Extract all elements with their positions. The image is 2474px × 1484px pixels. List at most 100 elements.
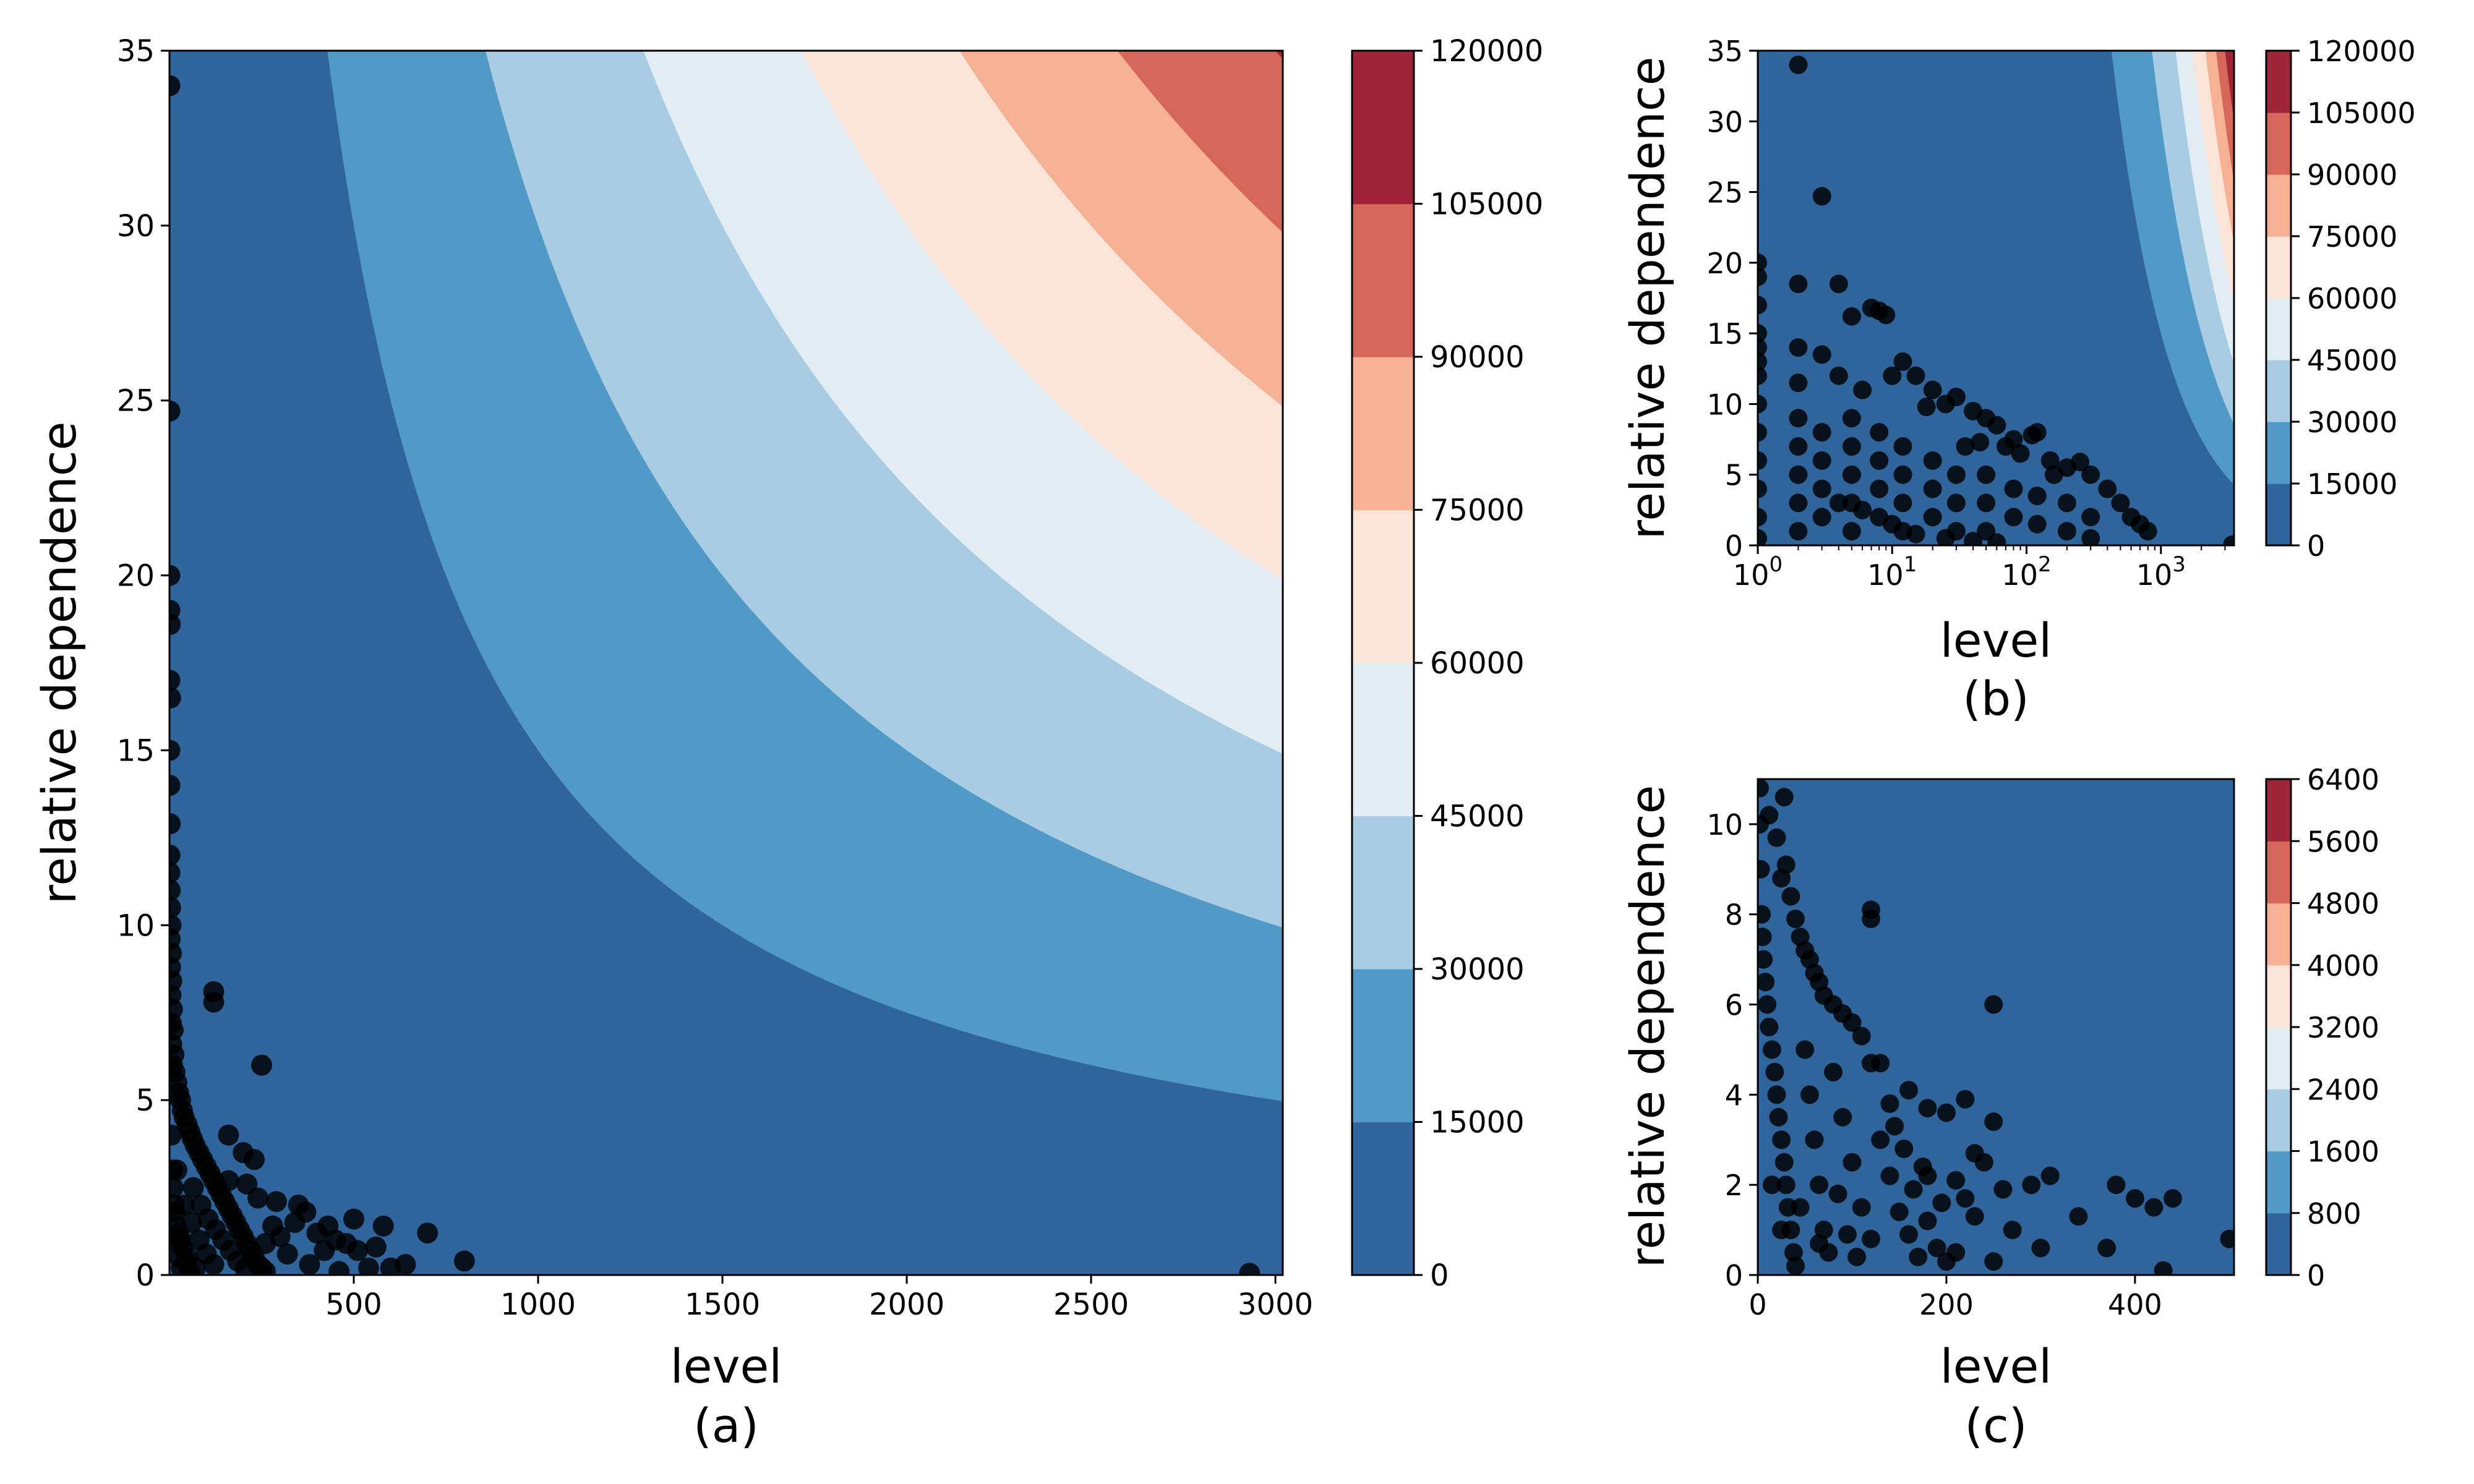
panel-b-ytick-label: 35 (1706, 35, 1743, 68)
panel-b-scatter-point (1996, 437, 2015, 456)
panel-a-scatter-point (234, 1257, 256, 1275)
panel-b-plot-area (1758, 51, 2234, 545)
panel-a-ytick-label: 10 (117, 908, 155, 943)
panel-c-xlabel: level (1940, 1339, 2052, 1394)
panel-c-scatter-point (1909, 1247, 1928, 1266)
panel-b-scatter-point (1936, 529, 1955, 545)
panel-b-scatter-point (1842, 522, 1861, 541)
panel-a-scatter-point (276, 1243, 298, 1265)
panel-b-scatter-point (1758, 394, 1767, 414)
panel-c-scatter-point (1984, 1252, 2003, 1271)
panel-a-scatter-point (1239, 1263, 1261, 1275)
panel-c-ytick-label: 2 (1725, 1169, 1743, 1202)
panel-b-colorbar-label: 105000 (2307, 96, 2416, 130)
panel-b-scatter-point (1789, 522, 1808, 541)
panel-b-scatter-point (1789, 338, 1808, 357)
panel-a-contour-band-7 (1275, 51, 1283, 59)
panel-c-scatter-point (2125, 1189, 2144, 1208)
panel-b-colorbar-label: 0 (2307, 529, 2325, 563)
panel-b-scatter-point (1946, 493, 1966, 513)
panel-c-contour-band-0 (1758, 779, 2234, 1275)
panel-c-scatter-point (1810, 1175, 1829, 1195)
panel-b-scatter-point (1893, 437, 1912, 456)
panel-a-ytick-label: 5 (135, 1083, 155, 1118)
panel-a-scatter-point (203, 991, 225, 1013)
panel-c-scatter-point (1918, 1211, 1937, 1230)
panel-c-ytick-label: 6 (1725, 989, 1743, 1022)
panel-c-scatter-point (1784, 1243, 1803, 1262)
panel-c-scatter-point (1758, 927, 1772, 947)
panel-a-scatter-point (169, 897, 181, 918)
panel-c-scatter-point (1847, 1247, 1867, 1266)
panel-a-colorbar-label: 75000 (1430, 493, 1525, 528)
panel-b-scatter-point (1946, 465, 1966, 484)
panel-a-scatter-point (169, 1159, 183, 1181)
panel-b-scatter-point (1893, 465, 1912, 484)
panel-c-scatter-point (1871, 1130, 1890, 1149)
panel-b-scatter-point (1829, 366, 1848, 385)
panel-a-scatter-point (265, 1191, 287, 1213)
panel-a-plot-area (169, 51, 1283, 1275)
panel-c-axes: 0 2 4 6 8 10 0 200 400 (1706, 808, 2162, 1321)
panel-b-scatter-point (1987, 416, 2006, 435)
panel-b-scatter-point (1964, 532, 1983, 545)
panel-b-scatter-point (1977, 465, 1996, 484)
panel-a-colorbar-band (1352, 203, 1414, 357)
panel-b-scatter-point (2027, 514, 2047, 534)
panel-b-ytick-label: 30 (1706, 105, 1743, 139)
panel-b-scatter-point (1906, 366, 1925, 385)
panel-a-xtick-label: 3000 (1238, 1287, 1313, 1322)
panel-a-scatter-point (169, 879, 181, 901)
panel-b-scatter-point (2004, 479, 2023, 498)
panel-a-scatter-point (169, 845, 181, 866)
panel-b-colorbar-band (2266, 360, 2291, 422)
panel-c-xtick-label: 200 (1919, 1288, 1974, 1321)
panel-a-colorbar-band (1352, 357, 1414, 511)
panel-b-scatter-point (1812, 508, 1831, 527)
panel-c-colorbar-band (2266, 779, 2291, 842)
panel-a-scatter-point (247, 1187, 268, 1209)
panel-c-scatter-point (1843, 1013, 1862, 1032)
panel-b-scatter-point (1923, 508, 1942, 527)
panel-a-scatter-point (453, 1250, 475, 1272)
panel-a-colorbar-band (1352, 510, 1414, 663)
panel-c-scatter-point (1946, 1171, 1966, 1190)
panel-a-colorbar-label: 45000 (1430, 800, 1525, 834)
panel-a-xtick-label: 2500 (1053, 1287, 1129, 1322)
panel-c-scatter-point (1932, 1193, 1951, 1213)
panel-c-scatter-point (1956, 1090, 1975, 1109)
panel-b-colorbar-band (2266, 236, 2291, 299)
panel-c-scatter-point (1833, 1107, 1852, 1127)
panel-c-colorbar-band (2266, 903, 2291, 966)
panel-c-scatter-point (1927, 1239, 1946, 1258)
panel-c-scatter-point (1913, 1158, 1932, 1176)
panel-b-scatter-point (1812, 187, 1831, 206)
panel-a-colorbar-label: 15000 (1430, 1106, 1525, 1140)
panel-a-contour-chart: 0 5 10 15 20 25 30 35 500 1000 1500 2000 2500 3000 le… (32, 34, 1543, 1453)
panel-c-colorbar: 0 800 1600 2400 3200 4000 4800 5600 6400 (2265, 763, 2379, 1292)
panel-a-scatter-point (314, 1240, 335, 1261)
panel-a-scatter-point (395, 1254, 416, 1275)
panel-c-scatter-point (2220, 1229, 2234, 1248)
panel-a-scatter-point (343, 1208, 364, 1230)
panel-b-colorbar-band (2266, 298, 2291, 360)
panel-b-contour-band-7 (2225, 51, 2234, 122)
panel-c-scatter-point (2003, 1221, 2022, 1240)
panel-c-ylabel: relative dependence (1620, 785, 1675, 1268)
panel-b-xtick-exponent: 0 (1769, 552, 1783, 577)
panel-c-colorbar-label: 3200 (2307, 1011, 2379, 1044)
panel-b-ylabel: relative dependence (1620, 57, 1675, 540)
panel-c-scatter-point (1772, 869, 1791, 888)
panel-b-xtick-exponent: 2 (2038, 552, 2052, 577)
panel-b-scatter-point (2040, 451, 2060, 470)
panel-a-colorbar: 0 15000 30000 45000 60000 75000 90000 105000 120… (1351, 34, 1543, 1293)
panel-a-scatter-point (169, 687, 181, 709)
panel-b-scatter-point (1842, 465, 1861, 484)
panel-c-colorbar-label: 4000 (2307, 949, 2379, 983)
panel-b-scatter-point (1906, 524, 1925, 544)
panel-c-xtick-label: 0 (1748, 1288, 1766, 1321)
panel-c-scatter-point (1758, 859, 1770, 879)
panel-b-scatter-point (1789, 409, 1808, 428)
panel-c-scatter-point (1772, 1130, 1791, 1149)
panel-b-scatter-point (1758, 338, 1767, 357)
